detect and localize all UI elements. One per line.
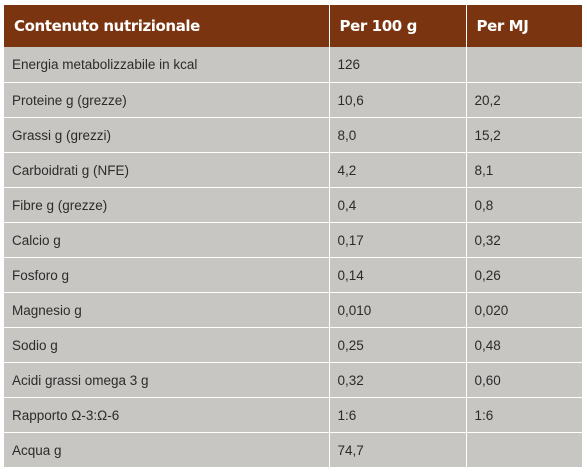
table-row: Energia metabolizzabile in kcal 126 [4, 47, 582, 83]
nutrient-name: Grassi g (grezzi) [4, 117, 330, 153]
value-per-mj [466, 432, 582, 468]
value-per-mj: 15,2 [466, 117, 582, 153]
nutrient-name: Proteine g (grezze) [4, 82, 330, 118]
nutrient-name: Sodio g [4, 327, 330, 363]
nutrient-name: Acidi grassi omega 3 g [4, 362, 330, 398]
nutrition-table: Contenuto nutrizionale Per 100 g Per MJ … [4, 5, 582, 468]
value-per-mj: 0,48 [466, 327, 582, 363]
table-row: Grassi g (grezzi) 8,0 15,2 [4, 117, 582, 153]
value-per-100g: 126 [329, 47, 467, 83]
nutrient-name: Rapporto Ω-3:Ω-6 [4, 397, 330, 433]
nutrient-name: Fibre g (grezze) [4, 187, 330, 223]
nutrient-name: Calcio g [4, 222, 330, 258]
header-per-mj: Per MJ [466, 5, 582, 47]
nutrient-name: Acqua g [4, 432, 330, 468]
value-per-100g: 0,17 [329, 222, 467, 258]
table-row: Acqua g 74,7 [4, 432, 582, 468]
nutrient-name: Magnesio g [4, 292, 330, 328]
table-row: Rapporto Ω-3:Ω-6 1:6 1:6 [4, 397, 582, 433]
table-row: Proteine g (grezze) 10,6 20,2 [4, 82, 582, 118]
value-per-100g: 0,25 [329, 327, 467, 363]
table-row: Magnesio g 0,010 0,020 [4, 292, 582, 328]
table-row: Fibre g (grezze) 0,4 0,8 [4, 187, 582, 223]
value-per-100g: 0,14 [329, 257, 467, 293]
value-per-100g: 8,0 [329, 117, 467, 153]
table-row: Calcio g 0,17 0,32 [4, 222, 582, 258]
table-row: Sodio g 0,25 0,48 [4, 327, 582, 363]
value-per-mj: 0,60 [466, 362, 582, 398]
value-per-100g: 1:6 [329, 397, 467, 433]
value-per-100g: 10,6 [329, 82, 467, 118]
value-per-mj: 1:6 [466, 397, 582, 433]
table-header-row: Contenuto nutrizionale Per 100 g Per MJ [4, 5, 582, 47]
value-per-100g: 74,7 [329, 432, 467, 468]
nutrient-name: Carboidrati g (NFE) [4, 152, 330, 188]
value-per-mj: 0,8 [466, 187, 582, 223]
table-row: Fosforo g 0,14 0,26 [4, 257, 582, 293]
header-nutritional-content: Contenuto nutrizionale [4, 5, 330, 47]
table-row: Carboidrati g (NFE) 4,2 8,1 [4, 152, 582, 188]
nutrient-name: Energia metabolizzabile in kcal [4, 47, 330, 83]
value-per-mj: 0,32 [466, 222, 582, 258]
header-per-100g: Per 100 g [329, 5, 467, 47]
value-per-100g: 4,2 [329, 152, 467, 188]
value-per-mj: 0,26 [466, 257, 582, 293]
nutrient-name: Fosforo g [4, 257, 330, 293]
value-per-mj: 0,020 [466, 292, 582, 328]
value-per-mj [466, 47, 582, 83]
table-row: Acidi grassi omega 3 g 0,32 0,60 [4, 362, 582, 398]
value-per-mj: 8,1 [466, 152, 582, 188]
value-per-100g: 0,32 [329, 362, 467, 398]
value-per-mj: 20,2 [466, 82, 582, 118]
value-per-100g: 0,4 [329, 187, 467, 223]
value-per-100g: 0,010 [329, 292, 467, 328]
